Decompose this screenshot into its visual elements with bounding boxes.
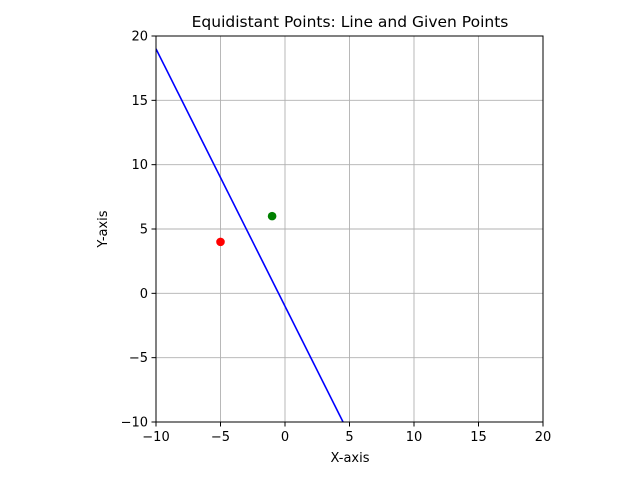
y-tick-label: 5 (140, 223, 148, 238)
point-0 (216, 237, 225, 247)
y-tick-label: −5 (129, 351, 148, 366)
x-tick-label: −10 (142, 430, 169, 445)
x-tick-label: 20 (535, 430, 552, 445)
equidistant-line (156, 48, 344, 422)
x-tick-label: 5 (345, 430, 353, 445)
y-tick-label: 10 (131, 158, 148, 173)
y-tick-label: 0 (140, 287, 148, 302)
x-tick-label: 15 (470, 430, 487, 445)
x-axis-label: X-axis (331, 451, 370, 466)
y-tick-label: 20 (131, 30, 148, 45)
x-tick-label: −5 (211, 430, 230, 445)
y-tick-label: −10 (121, 416, 148, 431)
x-tick-label: 0 (281, 430, 289, 445)
y-axis-label: Y-axis (96, 210, 111, 248)
chart-title: Equidistant Points: Line and Given Point… (192, 13, 509, 31)
x-tick-label: 10 (406, 430, 423, 445)
y-tick-label: 15 (131, 94, 148, 109)
plot-area: −10 −5 0 5 10 15 20 −10 −5 0 5 10 15 20 (121, 30, 552, 446)
point-1 (267, 211, 277, 221)
